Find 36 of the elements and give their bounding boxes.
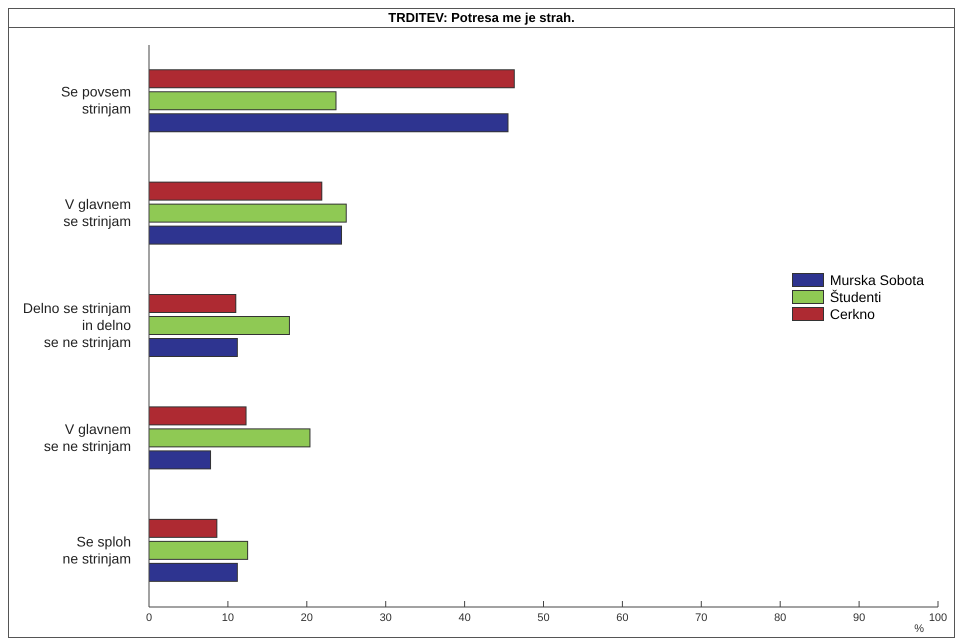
y-tick-label: Se povsem strinjam bbox=[60, 83, 131, 116]
legend-label: Študenti bbox=[830, 288, 882, 304]
x-tick-label: 90 bbox=[852, 612, 866, 624]
y-tick-label: Se sploh ne strinjam bbox=[62, 533, 131, 566]
chart-title: TRDITEV: Potresa me je strah. bbox=[9, 9, 954, 28]
bar bbox=[149, 406, 247, 426]
bar bbox=[149, 91, 336, 110]
y-tick-label: V glavnem se ne strinjam bbox=[44, 420, 131, 454]
bar bbox=[149, 316, 290, 336]
bar bbox=[149, 562, 238, 582]
bar bbox=[149, 182, 322, 201]
x-tick-label: 80 bbox=[774, 612, 786, 624]
bar bbox=[149, 69, 515, 88]
x-tick-label: 70 bbox=[695, 612, 708, 624]
x-tick-label: 20 bbox=[300, 612, 313, 624]
bar bbox=[149, 204, 347, 223]
x-tick-label: 100 bbox=[928, 612, 948, 624]
bar bbox=[149, 338, 238, 358]
x-tick-label: 40 bbox=[458, 612, 471, 624]
y-tick-label: Delno se strinjam in delno se ne strinjam bbox=[22, 300, 132, 350]
bar bbox=[149, 450, 212, 470]
x-tick-label: 30 bbox=[380, 612, 392, 624]
x-tick-label: 50 bbox=[537, 612, 550, 624]
x-tick-label: 60 bbox=[616, 612, 629, 624]
bar bbox=[149, 428, 310, 448]
legend-label: Murska Sobota bbox=[830, 272, 924, 288]
bar bbox=[149, 518, 218, 538]
bar bbox=[149, 294, 236, 314]
legend-label: Cerkno bbox=[830, 306, 875, 322]
bar bbox=[149, 540, 248, 560]
bar bbox=[149, 113, 508, 132]
y-tick-label: V glavnem se strinjam bbox=[63, 196, 131, 229]
x-tick-label: 0 bbox=[146, 612, 152, 624]
x-axis-title: % bbox=[914, 623, 924, 635]
x-tick-label: 10 bbox=[222, 612, 234, 624]
bar bbox=[149, 226, 342, 245]
